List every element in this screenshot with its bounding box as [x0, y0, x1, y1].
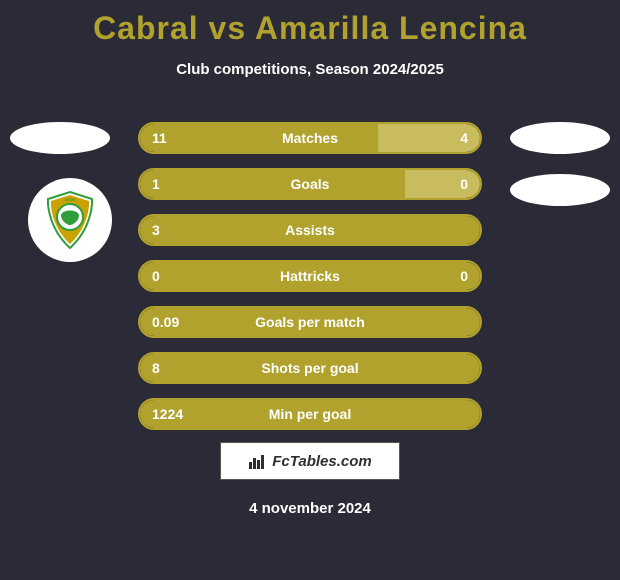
stat-label: Hattricks: [140, 262, 480, 290]
stat-row: 1224Min per goal: [138, 398, 482, 430]
stat-label: Min per goal: [140, 400, 480, 428]
leon-crest-icon: LEON: [45, 191, 95, 249]
stat-label: Shots per goal: [140, 354, 480, 382]
player-left-club-badge: LEON: [28, 178, 112, 262]
stat-label: Goals per match: [140, 308, 480, 336]
stat-row: 114Matches: [138, 122, 482, 154]
stat-row: 0.09Goals per match: [138, 306, 482, 338]
player-left-flag-ellipse: [10, 122, 110, 154]
page-title: Cabral vs Amarilla Lencina: [0, 0, 620, 47]
stat-label: Goals: [140, 170, 480, 198]
image-date: 4 november 2024: [0, 500, 620, 517]
bar-chart-icon: [248, 452, 266, 470]
svg-text:LEON: LEON: [64, 197, 75, 202]
stat-label: Matches: [140, 124, 480, 152]
stat-row: 00Hattricks: [138, 260, 482, 292]
branding-text: FcTables.com: [272, 453, 371, 470]
subtitle: Club competitions, Season 2024/2025: [0, 61, 620, 78]
stat-row: 8Shots per goal: [138, 352, 482, 384]
fctables-branding: FcTables.com: [220, 442, 400, 480]
stat-row: 10Goals: [138, 168, 482, 200]
comparison-chart: 114Matches 10Goals 3Assists 00Hattricks 0.09…: [138, 122, 482, 444]
player-right-club-ellipse: [510, 174, 610, 206]
stat-row: 3Assists: [138, 214, 482, 246]
stat-label: Assists: [140, 216, 480, 244]
player-right-flag-ellipse: [510, 122, 610, 154]
